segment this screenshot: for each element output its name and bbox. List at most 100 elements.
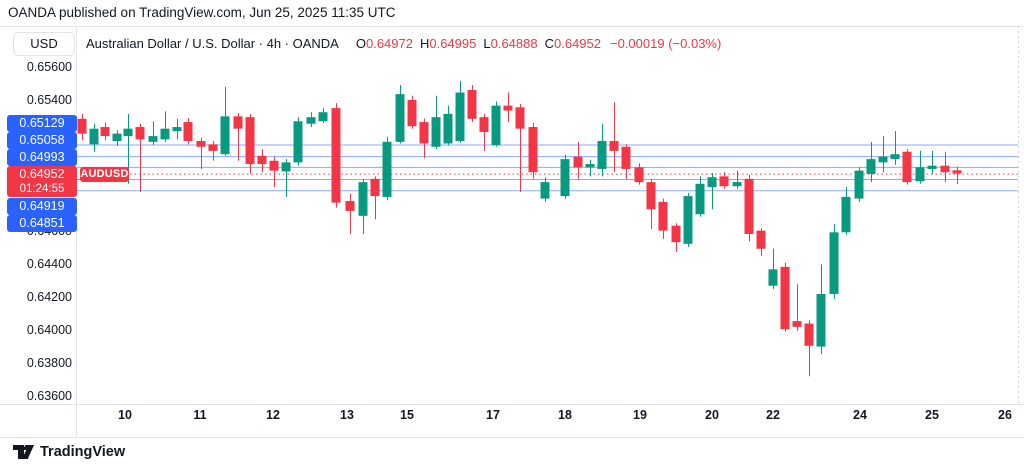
price-line-label[interactable]: 0.65129 <box>7 114 77 132</box>
candle-body <box>183 122 193 142</box>
candle-body <box>112 133 122 142</box>
chart-header: Australian Dollar / U.S. Dollar · 4h · O… <box>86 36 721 51</box>
candle-body <box>707 177 717 188</box>
time-tick-label: 20 <box>705 408 719 422</box>
candle-body <box>540 182 550 199</box>
ohlc-item: C0.64952 <box>544 36 601 51</box>
price-tick-label: 0.63600 <box>26 388 72 403</box>
candle-body <box>269 160 279 171</box>
footer-separator <box>0 437 1024 438</box>
candle-body <box>804 323 814 346</box>
time-tick-label: 24 <box>853 408 867 422</box>
time-tick-label: 26 <box>998 408 1012 422</box>
candle-body <box>77 118 87 134</box>
candle-body <box>671 225 681 243</box>
candle-body <box>528 127 538 173</box>
price-tick-label: 0.65400 <box>26 92 72 107</box>
candle-body <box>148 136 158 142</box>
price-tick-label: 0.65600 <box>26 60 72 74</box>
candle-body <box>816 293 826 347</box>
candle-body <box>135 127 145 140</box>
candle-body <box>208 144 218 151</box>
change-value: −0.00019 (−0.03%) <box>610 36 722 51</box>
candle-body <box>573 156 583 168</box>
bar-countdown: 01:24:55 <box>19 183 65 195</box>
candle-body <box>780 266 790 330</box>
symbol-badge: AUDUSD <box>80 167 129 182</box>
candle-body <box>719 176 729 187</box>
candle-body <box>890 154 900 160</box>
time-tick-label: 18 <box>558 408 572 422</box>
candle-body <box>479 117 489 132</box>
candle-body <box>503 105 513 111</box>
time-tick-label: 17 <box>486 408 500 422</box>
time-tick-label: 12 <box>266 408 280 422</box>
candle-body <box>491 105 501 146</box>
tradingview-brand[interactable]: TradingView <box>40 444 126 460</box>
candle-body <box>756 230 766 249</box>
price-line-label[interactable]: 0.64919 <box>7 198 77 215</box>
candle-body <box>395 94 405 142</box>
candle-body <box>560 159 570 197</box>
candle-body <box>370 178 380 197</box>
candle-body <box>467 90 477 119</box>
price-tick-label: 0.64400 <box>26 257 72 272</box>
candle-body <box>306 117 316 124</box>
candle-body <box>419 122 429 144</box>
candle-body <box>318 112 328 122</box>
candle-body <box>683 196 693 244</box>
candle-body <box>878 156 888 163</box>
ohlc-values: O0.64972 H0.64995 L0.64888 C0.64952 <box>349 36 601 51</box>
candle-body <box>634 167 644 183</box>
candle-body <box>233 116 243 129</box>
symbol-title[interactable]: Australian Dollar / U.S. Dollar · 4h · O… <box>86 36 339 51</box>
candle-body <box>100 127 110 137</box>
candle-body <box>257 155 267 165</box>
candle-body <box>940 165 950 173</box>
time-tick-label: 15 <box>400 408 414 422</box>
price-line-label[interactable]: 0.64993 <box>7 148 77 166</box>
candle-body <box>866 159 876 174</box>
time-tick-label: 13 <box>340 408 354 422</box>
candle-body <box>123 128 133 137</box>
top-separator <box>0 26 1024 27</box>
candle-body <box>585 164 595 168</box>
candle-body <box>854 170 864 199</box>
price-line-label[interactable]: 0.65058 <box>7 131 77 149</box>
candle-body <box>431 117 441 147</box>
candle-body <box>829 232 839 294</box>
tradingview-logo-icon[interactable] <box>13 445 34 459</box>
candle-body <box>732 182 742 187</box>
candle-body <box>382 141 392 197</box>
banner-text: OANDA published on TradingView.com, Jun … <box>8 5 396 20</box>
candle-body <box>196 141 206 147</box>
candle-body <box>768 269 778 286</box>
candle-body <box>220 116 230 155</box>
candle-body <box>358 182 368 216</box>
candle-body <box>281 162 291 172</box>
last-price-value: 0.64952 <box>19 167 65 181</box>
candle-body <box>407 99 417 127</box>
candle-body <box>658 201 668 231</box>
candle-body <box>89 128 99 145</box>
candle-body <box>841 196 851 233</box>
candle-body <box>455 92 465 142</box>
candle-body <box>245 117 255 165</box>
last-price-label[interactable]: 0.64952 01:24:55 <box>7 166 77 197</box>
candle-body <box>744 178 754 234</box>
time-tick-label: 10 <box>118 408 132 422</box>
currency-toggle-button[interactable]: USD <box>13 32 75 56</box>
candle-body <box>597 141 607 169</box>
price-tick-label: 0.64200 <box>26 290 72 305</box>
candle-body <box>515 107 525 129</box>
price-line-label[interactable]: 0.64851 <box>7 214 77 232</box>
candle-body <box>293 121 303 163</box>
candle-body <box>915 167 925 182</box>
ohlc-item: H0.64995 <box>419 36 477 51</box>
price-tick-label: 0.63800 <box>26 356 72 371</box>
time-tick-label: 11 <box>193 408 207 422</box>
ohlc-item: O0.64972 <box>355 36 413 51</box>
time-tick-label: 25 <box>925 408 939 422</box>
